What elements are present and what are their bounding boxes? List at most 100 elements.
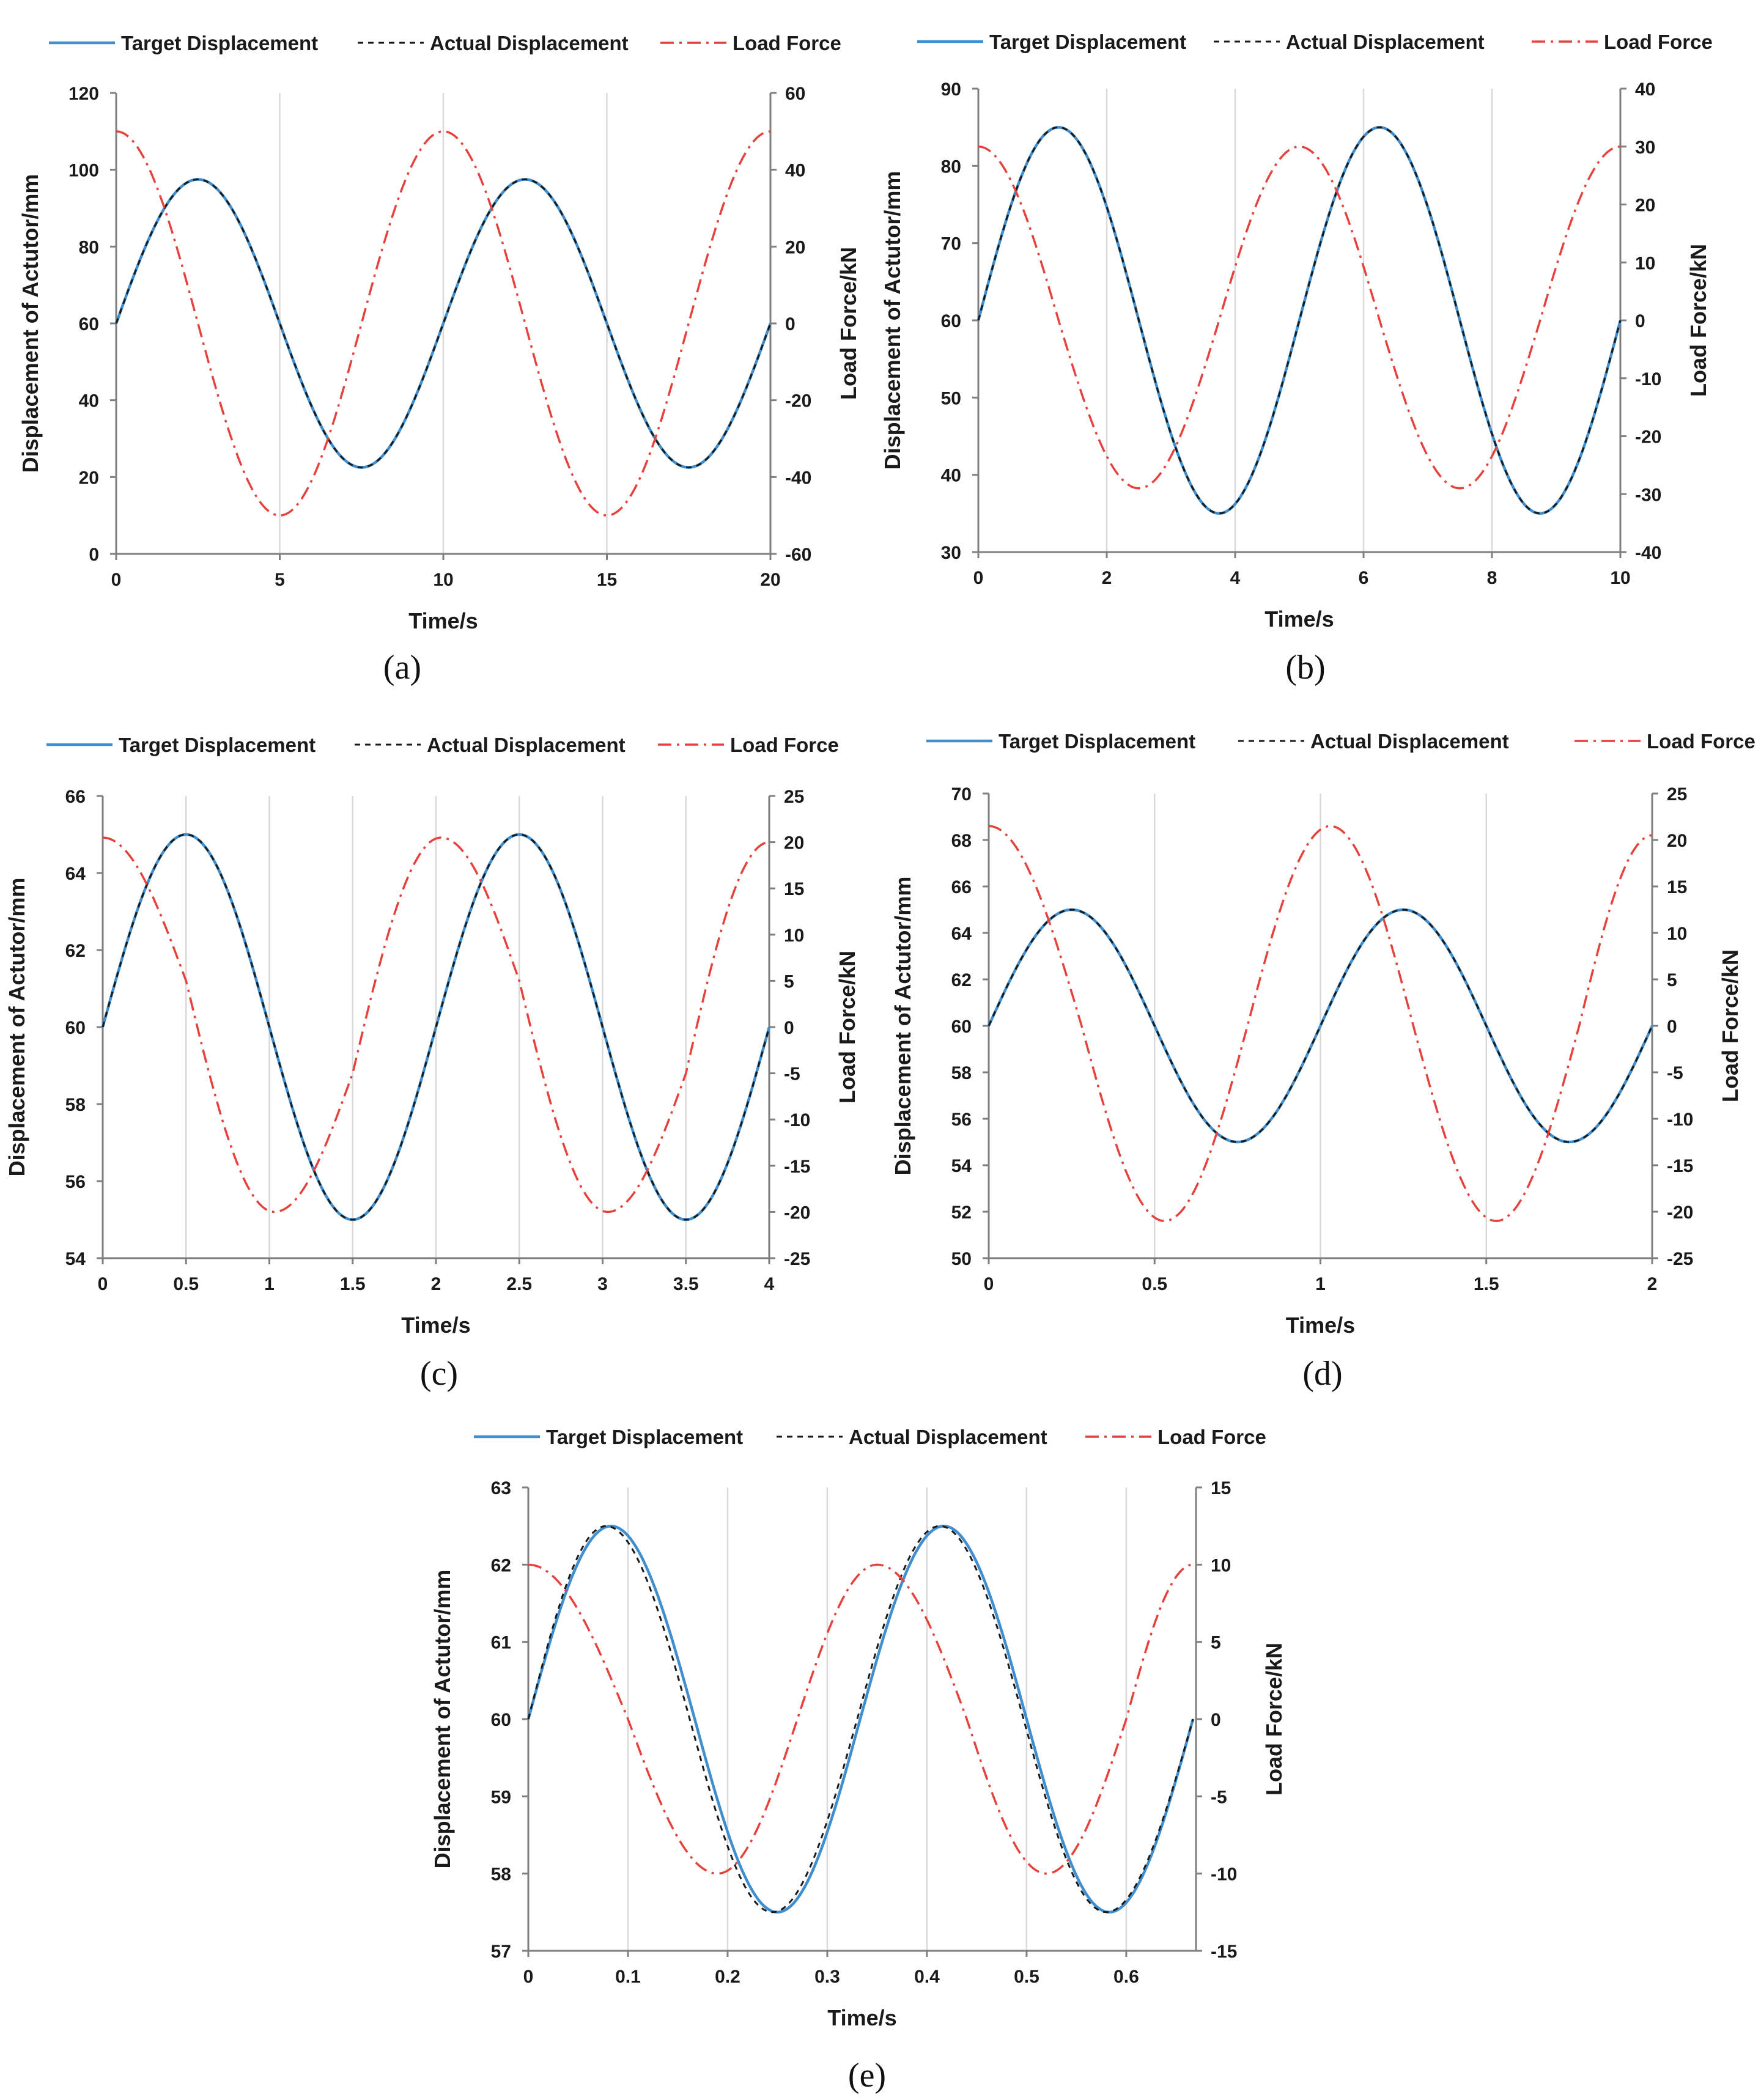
x-tick-label: 2	[1647, 1274, 1658, 1294]
series-line-actual-displacement	[102, 833, 770, 1221]
y2-axis-title: Load Force/kN	[1718, 949, 1743, 1102]
y2-tick-label: 10	[1635, 253, 1655, 273]
y-tick-label: 54	[65, 1249, 86, 1269]
y-tick-label: 57	[491, 1942, 511, 1962]
y-tick-label: 50	[941, 388, 961, 408]
x-axis-title: Time/s	[408, 608, 478, 633]
y2-tick-label: 0	[1635, 311, 1645, 331]
y2-tick-label: -25	[784, 1249, 810, 1269]
y2-tick-label: 0	[784, 1018, 794, 1038]
y2-tick-label: -40	[1635, 543, 1661, 563]
x-axis-title: Time/s	[827, 2005, 896, 2030]
x-tick-label: 4	[764, 1274, 775, 1294]
x-tick-label: 0.3	[814, 1967, 840, 1987]
x-axis-title: Time/s	[401, 1313, 470, 1338]
x-axis-title: Time/s	[1264, 606, 1334, 632]
panel-caption: (a)	[383, 649, 421, 687]
y2-tick-label: 25	[784, 787, 804, 807]
series-line-load-force	[528, 1563, 1194, 1875]
y-tick-label: 70	[941, 234, 961, 254]
y-tick-label: 56	[65, 1172, 86, 1192]
series-line-load-force	[988, 825, 1653, 1222]
y2-tick-label: -5	[784, 1064, 800, 1085]
x-tick-label: 3.5	[673, 1274, 699, 1294]
x-tick-label: 0.5	[1014, 1967, 1039, 1987]
x-tick-label: 0.5	[173, 1274, 199, 1294]
y-axis-title: Displacement of Actutor/mm	[4, 878, 29, 1177]
y-tick-label: 61	[491, 1633, 511, 1653]
y2-axis-title: Load Force/kN	[1261, 1643, 1287, 1796]
y-tick-label: 58	[65, 1095, 86, 1115]
legend-label: Actual Displacement	[430, 32, 629, 54]
y2-tick-label: 30	[1635, 138, 1655, 158]
y2-tick-label: 25	[1667, 784, 1687, 805]
y2-tick-label: -15	[784, 1157, 810, 1177]
series-line-actual-displacement	[977, 126, 1622, 515]
y2-tick-label: -20	[1667, 1203, 1693, 1223]
x-tick-label: 0.4	[914, 1967, 940, 1987]
y2-tick-label: -10	[1211, 1865, 1237, 1885]
panel-caption: (c)	[420, 1355, 458, 1393]
y-tick-label: 80	[79, 237, 99, 257]
chart-panel-a: 0 20 40 60 80 100 120 -60 -40 -20 0 20 40 60 0 5 10 15 20 T…	[18, 32, 861, 687]
chart-panel-b: 30 40 50 60 70 80 90 -40 -30 -20 -10 0 10 20 30 40 0 2 4 6 8…	[880, 31, 1713, 687]
y-tick-label: 120	[68, 84, 99, 104]
y2-tick-label: 15	[784, 879, 804, 899]
panel-caption: (e)	[848, 2057, 886, 2094]
series-line-load-force	[116, 130, 771, 517]
y-axis-title: Displacement of Actutor/mm	[890, 877, 915, 1176]
x-tick-label: 1	[1315, 1274, 1326, 1294]
series-line-load-force	[102, 836, 770, 1214]
y2-tick-label: 0	[1211, 1710, 1221, 1730]
x-tick-label: 0	[973, 568, 984, 588]
x-tick-label: 0.2	[715, 1967, 740, 1987]
x-tick-label: 1.5	[1474, 1274, 1499, 1294]
y2-tick-label: -15	[1211, 1942, 1237, 1962]
y2-tick-label: 20	[785, 237, 805, 257]
legend-label: Target Displacement	[989, 31, 1186, 53]
legend-label: Actual Displacement	[1286, 31, 1485, 53]
x-tick-label: 0	[98, 1274, 108, 1294]
x-tick-label: 10	[433, 570, 453, 590]
legend-label: Target Displacement	[999, 730, 1195, 753]
y2-tick-label: 0	[1667, 1017, 1677, 1037]
x-tick-label: 0.6	[1113, 1967, 1139, 1987]
x-tick-label: 0	[523, 1967, 534, 1987]
y2-tick-label: 5	[784, 971, 794, 992]
y-tick-label: 30	[941, 543, 961, 563]
y2-tick-label: 40	[785, 161, 805, 181]
y-tick-label: 63	[491, 1478, 511, 1498]
x-tick-label: 1	[264, 1274, 275, 1294]
chart-panel-d: 5052545658606264666870-25-20-15-10-50510…	[890, 730, 1755, 1393]
y-tick-label: 60	[951, 1017, 972, 1037]
y2-tick-label: 0	[785, 314, 796, 334]
series-line-load-force	[978, 146, 1621, 490]
x-tick-label: 1.5	[340, 1274, 366, 1294]
y-tick-label: 60	[491, 1710, 511, 1730]
y-tick-label: 58	[491, 1865, 511, 1885]
y2-tick-label: 15	[1211, 1478, 1231, 1498]
y-tick-label: 52	[951, 1203, 972, 1223]
x-tick-label: 5	[275, 570, 285, 590]
y2-tick-label: 20	[1667, 831, 1687, 851]
x-tick-label: 0	[111, 570, 122, 590]
y-tick-label: 70	[951, 784, 972, 805]
y-tick-label: 90	[941, 79, 961, 100]
y-tick-label: 80	[941, 157, 961, 177]
y-axis-title: Displacement of Actutor/mm	[430, 1570, 455, 1869]
y2-tick-label: -20	[785, 391, 811, 411]
y2-axis-title: Load Force/kN	[836, 247, 861, 400]
chart-panel-e: 57 58 59 60 61 62 63 -15 -10 -5 0 5 10 15 0 0.1 0.2 0.3 0.…	[430, 1426, 1287, 2094]
y-tick-label: 64	[951, 924, 972, 944]
y-tick-label: 56	[951, 1110, 972, 1130]
y2-tick-label: 15	[1667, 877, 1687, 897]
y2-tick-label: 10	[1211, 1555, 1231, 1575]
y-tick-label: 59	[491, 1787, 511, 1807]
x-tick-label: 3	[597, 1274, 608, 1294]
y-tick-label: 40	[941, 466, 961, 486]
series-line-actual-displacement	[988, 908, 1653, 1143]
y-tick-label: 60	[941, 311, 961, 331]
series-line-target-displacement	[114, 178, 772, 469]
y-tick-label: 40	[79, 391, 99, 411]
